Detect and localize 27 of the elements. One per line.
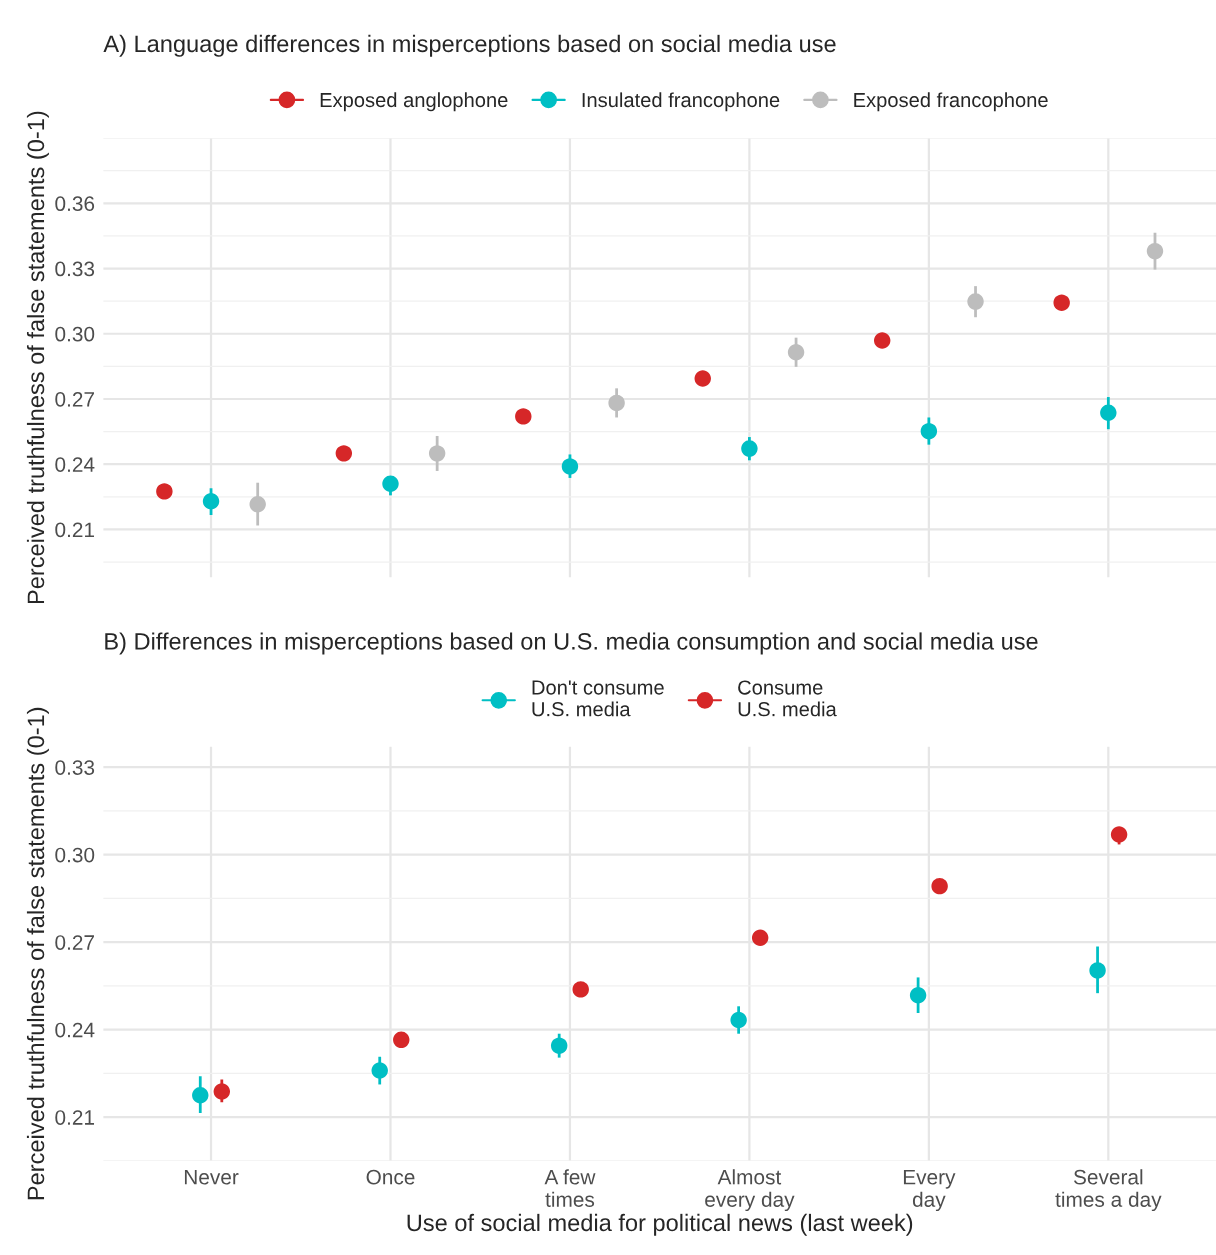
y-tick-label: 0.21 — [55, 522, 95, 538]
legend-label: Don't consume U.S. media — [532, 680, 664, 717]
y-tick-label: 0.33 — [55, 760, 95, 775]
legend-label: Exposed anglophone — [320, 92, 508, 112]
x-tick-label: Every day — [903, 1169, 956, 1212]
y-axis-title: Perceived truthfulness of false statements (0-1) — [26, 707, 49, 1200]
x-tick-label: Almost every day — [705, 1169, 795, 1212]
y-tick-label: 0.33 — [55, 261, 95, 277]
y-tick-label: 0.27 — [55, 935, 94, 950]
x-tick-label: Never — [184, 1169, 239, 1185]
y-tick-label: 0.36 — [55, 196, 95, 212]
x-tick-label: Several times a day — [1055, 1169, 1162, 1212]
y-tick-label: 0.24 — [55, 1022, 95, 1038]
legend-label: Consume U.S. media — [738, 680, 837, 717]
x-tick-label: A few times — [544, 1169, 596, 1207]
chart-title: B) Differences in misperceptions based on U.S. media consumption and social media use — [105, 632, 1038, 655]
y-tick-label: 0.21 — [55, 1110, 95, 1125]
y-tick-label: 0.24 — [55, 457, 95, 472]
legend-label: Exposed francophone — [854, 92, 1048, 112]
legend-label: Insulated francophone — [582, 92, 780, 112]
chart-title: A) Language differences in misperceptions based on social media use — [103, 34, 836, 57]
y-tick-label: 0.27 — [55, 391, 94, 407]
y-tick-label: 0.30 — [55, 847, 95, 863]
y-axis-title: Perceived truthfulness of false statements (0-1) — [26, 111, 49, 604]
x-axis-title: Use of social media for political news (last week) — [407, 1213, 913, 1236]
y-tick-label: 0.30 — [55, 326, 95, 342]
x-tick-label: Once — [366, 1169, 415, 1185]
